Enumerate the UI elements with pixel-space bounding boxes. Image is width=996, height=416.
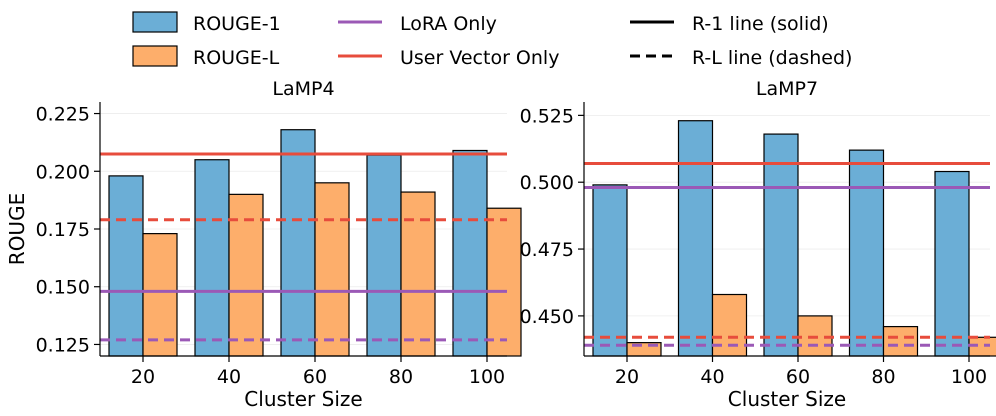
bar-rouge-1-100 xyxy=(934,170,970,357)
y-tick-label: 0.225 xyxy=(36,104,90,126)
legend-label-rl-dashed: R-L line (dashed) xyxy=(692,47,852,69)
legend-label-rouge-l: ROUGE-L xyxy=(193,47,280,69)
x-tick-label: 60 xyxy=(786,366,810,388)
x-tick-label: 80 xyxy=(389,366,413,388)
x-tick-label: 60 xyxy=(303,366,327,388)
x-tick-label: 40 xyxy=(700,366,724,388)
bar-rouge-l-80 xyxy=(882,325,919,357)
y-tick-label: 0.450 xyxy=(520,306,574,328)
bar-rouge-l-80 xyxy=(400,191,436,357)
bar-rouge-l-20 xyxy=(142,233,178,357)
x-tick-label: 100 xyxy=(469,366,505,388)
y-tick-label: 0.125 xyxy=(36,334,90,356)
y-tick-label: 0.200 xyxy=(36,161,90,183)
legend-label-rouge-1: ROUGE-1 xyxy=(193,13,281,35)
x-tick-label: 20 xyxy=(615,366,639,388)
chart-title: LaMP4 xyxy=(272,78,334,100)
bar-rouge-1-20 xyxy=(592,184,628,357)
x-tick-label: 100 xyxy=(951,366,987,388)
y-tick-label: 0.500 xyxy=(520,172,574,194)
y-tick-label: 0.475 xyxy=(520,239,574,261)
bar-rouge-l-60 xyxy=(314,182,350,357)
y-tick-label: 0.525 xyxy=(520,105,574,127)
bar-rouge-1-60 xyxy=(763,133,799,357)
chart-panel-lamp4: 0.125 0.150 0.175 0.200 0.225 20 40 60 80 100 LaMP… xyxy=(5,78,522,411)
bar-rouge-1-60 xyxy=(280,129,316,357)
y-tick-label: 0.175 xyxy=(36,219,90,241)
x-tick-label: 40 xyxy=(217,366,241,388)
chart-panel-lamp7: 0.450 0.475 0.500 0.525 20 40 60 80 100 LaMP7 Clus… xyxy=(520,78,996,411)
legend-label-lora: LoRA Only xyxy=(400,13,497,35)
bar-rouge-1-100 xyxy=(452,149,488,357)
bar-rouge-1-80 xyxy=(848,149,885,357)
legend-label-uservec: User Vector Only xyxy=(400,47,559,69)
x-tick-label: 80 xyxy=(871,366,895,388)
legend-swatch-rouge-1 xyxy=(132,11,178,33)
x-axis-label: Cluster Size xyxy=(728,387,846,411)
bar-rouge-1-80 xyxy=(366,154,402,357)
bar-rouge-l-40 xyxy=(228,193,264,357)
bar-rouge-l-100 xyxy=(486,207,522,357)
x-axis-label: Cluster Size xyxy=(244,387,362,411)
chart-title: LaMP7 xyxy=(756,78,818,100)
bar-rouge-1-40 xyxy=(677,120,714,357)
bar-rouge-1-40 xyxy=(194,159,230,357)
x-tick-label: 20 xyxy=(131,366,155,388)
y-axis-label: ROUGE xyxy=(5,193,29,265)
y-tick-label: 0.150 xyxy=(36,277,90,299)
legend-label-r1-solid: R-1 line (solid) xyxy=(692,13,829,35)
legend-swatch-rouge-l xyxy=(132,45,178,67)
legend: ROUGE-1 ROUGE-L LoRA Only User Vector On… xyxy=(132,11,852,69)
bar-rouge-1-20 xyxy=(108,175,144,357)
